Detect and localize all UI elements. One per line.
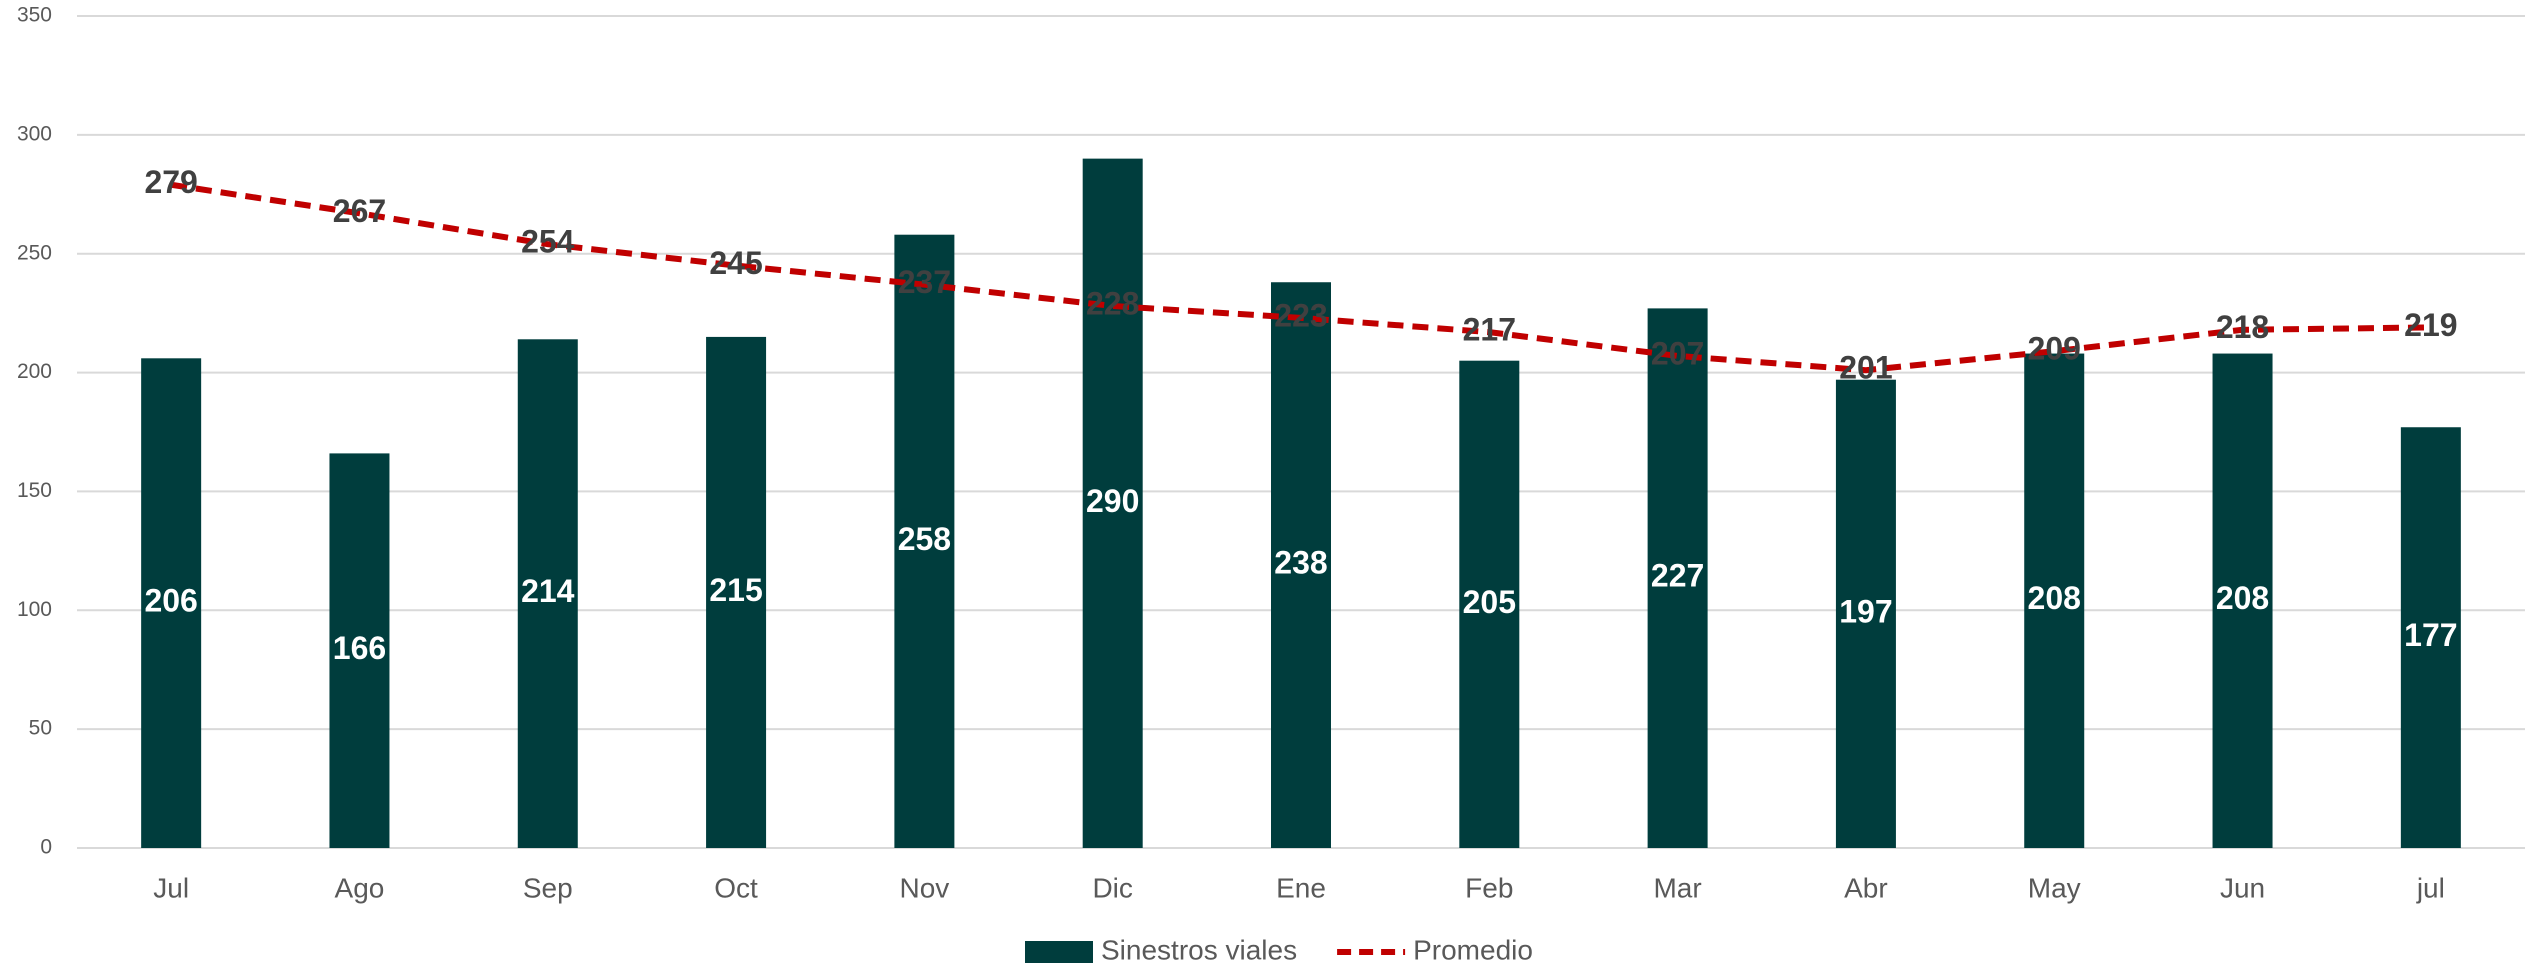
- x-tick-label: Dic: [1092, 872, 1132, 903]
- legend-label: Promedio: [1413, 934, 1533, 965]
- line-value-label: 217: [1463, 312, 1516, 348]
- line-value-label: 279: [144, 164, 197, 200]
- bar: [1647, 308, 1708, 849]
- y-tick-label: 250: [17, 241, 52, 264]
- bar: [894, 234, 955, 848]
- line-value-label: 201: [1839, 350, 1892, 386]
- bar: [1835, 379, 1896, 848]
- x-tick-label: Abr: [1844, 872, 1888, 903]
- line: [170, 181, 2431, 374]
- line-value-label: 219: [2404, 307, 2457, 343]
- bar: [1459, 360, 1520, 848]
- bar: [2024, 353, 2085, 848]
- bar-value-label: 227: [1651, 558, 1704, 594]
- bar: [2212, 353, 2273, 848]
- y-tick-label: 300: [17, 122, 52, 145]
- y-tick-label: 350: [17, 4, 52, 27]
- bar: [517, 339, 578, 848]
- bar-value-label: 177: [2404, 617, 2457, 653]
- bar-value-label: 205: [1463, 584, 1516, 620]
- bar: [1082, 158, 1143, 849]
- x-tick-label: Ene: [1276, 872, 1326, 903]
- x-tick-label: Nov: [899, 872, 949, 903]
- line-value-label: 223: [1274, 297, 1327, 333]
- line-value-label: 237: [898, 264, 951, 300]
- line-value-label: 245: [709, 245, 762, 281]
- legend-swatch: [1025, 941, 1093, 963]
- line-value-label: 218: [2216, 309, 2269, 345]
- x-tick-label: Sep: [523, 872, 573, 903]
- bar-value-label: 208: [2216, 580, 2269, 616]
- bar-value-label: 206: [144, 583, 197, 619]
- line-value-label: 207: [1651, 335, 1704, 371]
- y-tick-label: 50: [29, 717, 52, 740]
- x-tick-label: Jul: [153, 872, 189, 903]
- x-tick-label: May: [2028, 872, 2081, 903]
- line-value-label: 228: [1086, 285, 1139, 321]
- bar-value-label: 258: [898, 521, 951, 557]
- x-tick-label: Mar: [1653, 872, 1701, 903]
- x-tick-label: Feb: [1465, 872, 1513, 903]
- bar-value-label: 166: [333, 630, 386, 666]
- y-tick-label: 100: [17, 598, 52, 621]
- y-tick-label: 0: [40, 836, 52, 859]
- line-value-label: 209: [2028, 331, 2081, 367]
- legend-label: Sinestros viales: [1101, 934, 1297, 965]
- y-tick-label: 200: [17, 360, 52, 383]
- bar-value-label: 238: [1274, 545, 1327, 581]
- x-tick-label: Jun: [2220, 872, 2265, 903]
- x-tick-label: Oct: [714, 872, 758, 903]
- bar-value-label: 215: [709, 572, 762, 608]
- bar: [2400, 427, 2461, 848]
- line-value-label: 254: [521, 224, 575, 260]
- bar: [329, 453, 390, 848]
- bar-value-label: 208: [2028, 580, 2081, 616]
- bar-value-label: 214: [521, 573, 575, 609]
- bar: [706, 336, 767, 848]
- bar-value-label: 290: [1086, 483, 1139, 519]
- bar-value-label: 197: [1839, 593, 1892, 629]
- y-tick-label: 150: [17, 479, 52, 502]
- line-value-label: 267: [333, 193, 386, 229]
- x-tick-label: jul: [2416, 872, 2445, 903]
- bar: [141, 358, 202, 848]
- bar: [1271, 282, 1331, 848]
- x-tick-label: Ago: [335, 872, 385, 903]
